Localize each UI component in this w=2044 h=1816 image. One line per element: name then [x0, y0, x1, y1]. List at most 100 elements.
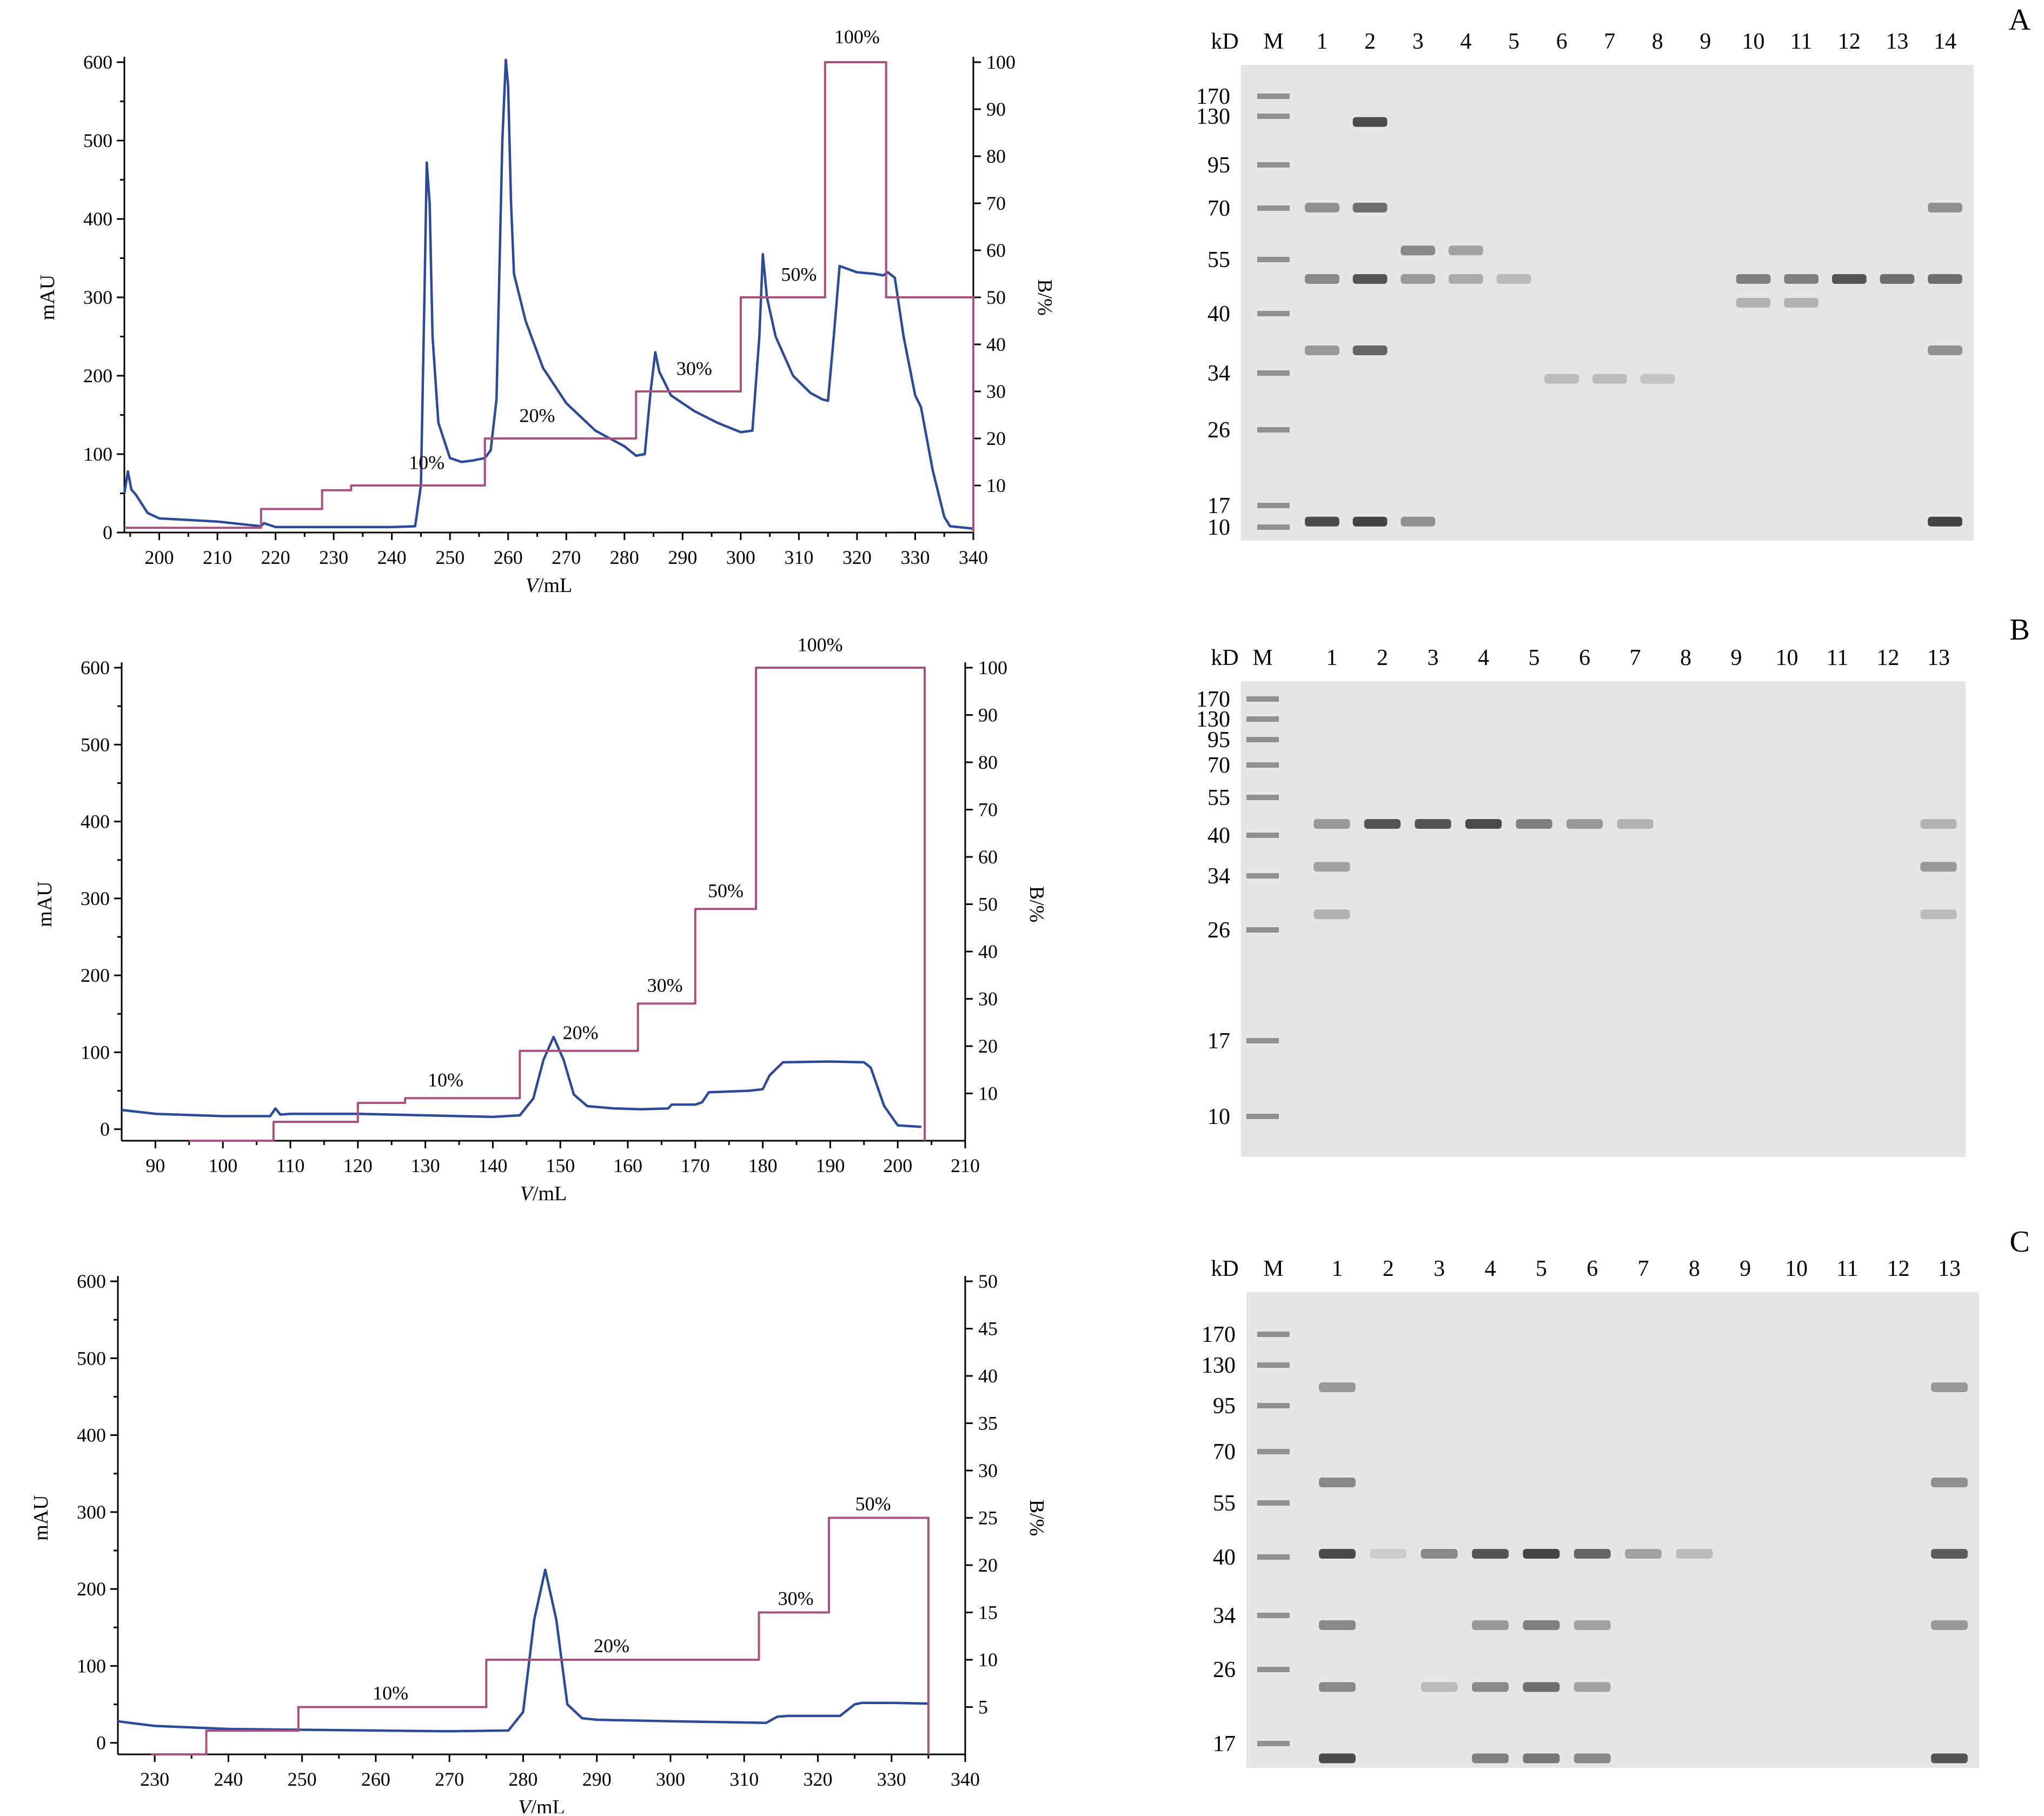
lane-label: 3: [1412, 29, 1424, 54]
x-tick-label: 240: [377, 547, 407, 568]
x-tick-label: 310: [729, 1768, 759, 1790]
marker-band: [1257, 257, 1290, 262]
lane-label: 1: [1317, 29, 1328, 54]
x-tick-label: 280: [508, 1768, 537, 1790]
marker-band: [1246, 873, 1279, 879]
x-tick-label: 260: [494, 547, 523, 568]
y-tick-label: 400: [77, 1425, 106, 1446]
y2-tick-label: 100: [986, 51, 1016, 73]
protein-band: [1472, 1682, 1509, 1692]
protein-band: [1319, 1549, 1356, 1559]
y2-tick-label: 80: [978, 751, 998, 773]
protein-band: [1920, 909, 1957, 920]
y2-tick-label: 10: [986, 475, 1006, 496]
y2-axis-title: B/%: [1033, 279, 1056, 316]
lane-label: 4: [1485, 1256, 1496, 1281]
marker-band: [1246, 1114, 1279, 1119]
lane-label: M: [1263, 1256, 1283, 1281]
gradient-step-label: 50%: [708, 880, 744, 901]
marker-band: [1257, 94, 1290, 99]
marker-band: [1257, 1613, 1290, 1618]
marker-band: [1257, 1403, 1290, 1408]
marker-size-label: 34: [1207, 864, 1230, 889]
x-tick-label: 240: [214, 1768, 243, 1790]
y-tick-label: 300: [83, 287, 112, 308]
protein-band: [1640, 374, 1675, 384]
lane-label: 10: [1742, 29, 1765, 54]
protein-band: [1931, 1753, 1968, 1764]
protein-band: [1401, 516, 1436, 527]
y-tick-label: 200: [83, 365, 112, 387]
marker-band: [1246, 716, 1279, 722]
lane-label: 11: [1790, 29, 1812, 54]
x-tick-label: 210: [203, 547, 232, 568]
lane-label: 2: [1377, 646, 1388, 670]
x-tick-label: 250: [435, 547, 464, 568]
lane-label: M: [1263, 29, 1283, 54]
y-tick-label: 200: [77, 1578, 106, 1600]
marker-band: [1257, 1667, 1290, 1672]
protein-band: [1415, 819, 1451, 829]
protein-band: [1523, 1753, 1560, 1764]
x-tick-label: 110: [276, 1155, 305, 1176]
lane-label: 9: [1740, 1256, 1751, 1281]
absorbance-trace: [117, 1568, 928, 1733]
lane-label: 12: [1887, 1256, 1910, 1281]
marker-size-label: 10: [1207, 1105, 1230, 1129]
marker-band: [1246, 737, 1279, 742]
marker-size-label: 95: [1213, 1394, 1236, 1419]
protein-band: [1305, 516, 1339, 527]
y2-tick-label: 10: [978, 1083, 998, 1105]
protein-band: [1305, 345, 1339, 355]
marker-band: [1246, 833, 1279, 838]
x-tick-label: 270: [552, 547, 581, 568]
protein-band: [1472, 1620, 1509, 1630]
y-tick-label: 100: [77, 1655, 106, 1677]
marker-band: [1257, 114, 1290, 119]
x-tick-label: 230: [140, 1768, 169, 1790]
protein-band: [1313, 862, 1350, 872]
kd-label: kD: [1211, 646, 1238, 670]
marker-band: [1246, 762, 1279, 768]
x-tick-label: 260: [361, 1768, 390, 1790]
x-tick-label: 200: [883, 1155, 912, 1176]
protein-band: [1592, 374, 1627, 384]
marker-size-label: 26: [1207, 418, 1230, 443]
lane-label: 11: [1836, 1256, 1858, 1281]
panel-letter: A: [2009, 3, 2031, 37]
y2-axis-title: B/%: [1025, 1500, 1048, 1536]
y-tick-label: 300: [81, 888, 110, 909]
lane-label: 9: [1700, 29, 1711, 54]
y2-tick-label: 25: [978, 1507, 998, 1529]
lane-label: 12: [1877, 646, 1900, 670]
x-tick-label: 150: [546, 1155, 575, 1176]
protein-band: [1574, 1753, 1611, 1764]
x-tick-label: 330: [877, 1768, 906, 1790]
gradient-step-label: 10%: [373, 1682, 408, 1704]
protein-band: [1313, 909, 1350, 920]
y-tick-label: 0: [96, 1732, 106, 1754]
marker-size-label: 70: [1213, 1440, 1236, 1465]
marker-band: [1257, 1449, 1290, 1454]
marker-size-label: 130: [1196, 707, 1230, 732]
gradient-step-label: 50%: [855, 1493, 891, 1515]
x-tick-label: 290: [668, 547, 697, 568]
y-axis-title: mAU: [34, 881, 56, 927]
y2-tick-label: 10: [978, 1649, 998, 1671]
x-axis-title: V/mL: [518, 1796, 565, 1813]
lane-label: 10: [1785, 1256, 1808, 1281]
gradient-step-label: 10%: [409, 452, 444, 474]
x-tick-label: 230: [319, 547, 348, 568]
y-tick-label: 0: [103, 522, 112, 543]
lane-label: 6: [1587, 1256, 1598, 1281]
y-tick-label: 600: [83, 51, 112, 73]
x-tick-label: 120: [343, 1155, 373, 1176]
lane-label: 13: [1938, 1256, 1961, 1281]
marker-band: [1257, 370, 1290, 376]
lane-label: 1: [1332, 1256, 1343, 1281]
protein-band: [1472, 1549, 1509, 1559]
protein-band: [1523, 1620, 1560, 1630]
lane-label: 13: [1886, 29, 1908, 54]
x-tick-label: 340: [959, 547, 988, 568]
